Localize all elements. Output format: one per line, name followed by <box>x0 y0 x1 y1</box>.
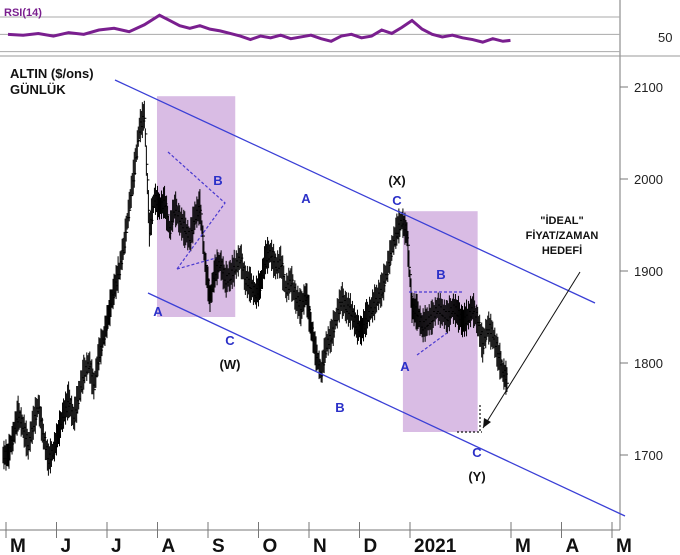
month-tick-label: S <box>212 536 225 555</box>
rsi-label: RSI(14) <box>4 7 42 19</box>
rsi-line <box>7 13 511 44</box>
month-tick-label: M <box>10 536 26 555</box>
month-tick-label: M <box>515 536 531 555</box>
ideal-target-note: "İDEAL" FİYAT/ZAMAN HEDEFİ <box>526 214 599 257</box>
wave-labels: A B A C (W) B B (X) C A C (Y) <box>153 173 485 484</box>
triangle-line-1 <box>176 257 217 270</box>
wave-label: B <box>335 400 344 415</box>
note-line: HEDEFİ <box>542 244 582 257</box>
wave-label: C <box>472 445 482 460</box>
wave-label: B <box>436 267 445 282</box>
target-arrow <box>482 271 581 429</box>
wave-label: A <box>153 304 163 319</box>
price-tick-label: 1800 <box>634 356 663 371</box>
price-tick-label: 1900 <box>634 264 663 279</box>
price-tick-label: 2100 <box>634 80 663 95</box>
rsi-level-label: 50 <box>658 30 672 45</box>
month-tick-label: D <box>364 536 378 555</box>
wave-label: (Y) <box>468 469 485 484</box>
triangle-line-3 <box>416 332 448 356</box>
wave-label: A <box>400 359 410 374</box>
wave-label: A <box>301 191 311 206</box>
wave-label: (W) <box>220 357 241 372</box>
wave-label: C <box>225 333 235 348</box>
month-tick-label: A <box>566 536 580 555</box>
wave-label: C <box>392 193 402 208</box>
channel-lower-line <box>147 292 626 517</box>
note-line: "İDEAL" <box>540 214 583 227</box>
descending-channel <box>114 79 626 517</box>
wave-label: B <box>213 173 222 188</box>
month-tick-label: N <box>313 536 327 555</box>
price-tick-label: 1700 <box>634 448 663 463</box>
chart-title: ALTIN ($/ons) <box>10 66 94 81</box>
triangle-pattern-1 <box>167 151 226 270</box>
channel-upper-line <box>114 79 596 304</box>
month-tick-label: J <box>61 536 72 555</box>
chart-subtitle: GÜNLÜK <box>10 82 66 97</box>
month-tick-labels: M J J A S O N D 2021 M A M <box>5 522 632 555</box>
price-tick-labels: 1700 1800 1900 2000 2100 <box>620 80 663 463</box>
month-tick-label: J <box>111 536 122 555</box>
month-tick-label: A <box>162 536 176 555</box>
month-tick-label: M <box>616 536 632 555</box>
wave-label: (X) <box>388 173 405 188</box>
note-line: FİYAT/ZAMAN <box>526 229 599 242</box>
target-arrowhead <box>483 418 491 428</box>
month-tick-label: O <box>263 536 278 555</box>
triangle-patterns <box>167 151 462 356</box>
ohlc-bars <box>2 100 509 476</box>
month-tick-label: 2021 <box>414 536 457 555</box>
price-tick-label: 2000 <box>634 172 663 187</box>
